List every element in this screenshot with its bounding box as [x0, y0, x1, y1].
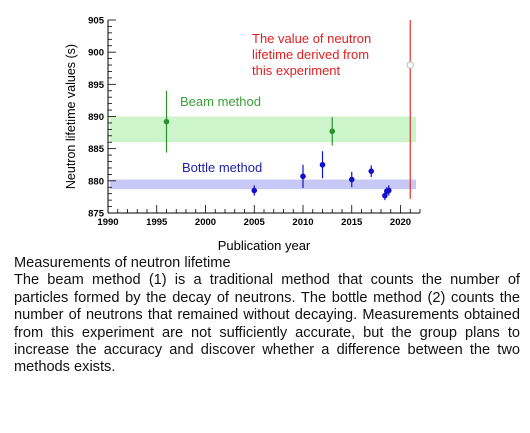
x-axis-label: Publication year [218, 238, 311, 253]
bottle-data-point [368, 168, 375, 174]
experiment-label-line: lifetime derived from [252, 47, 369, 62]
x-tick-label: 2020 [390, 217, 411, 228]
x-tick-label: 2010 [292, 217, 313, 228]
bottle-data-point [348, 176, 355, 183]
beam-method-label: Beam method [180, 94, 261, 109]
beam-data-point [163, 118, 170, 125]
y-tick-label: 905 [88, 16, 105, 27]
y-tick-label: 895 [88, 80, 105, 91]
bottle-method-band [110, 179, 416, 190]
experiment-label-line: The value of neutron [252, 31, 371, 46]
beam-data-point [329, 128, 336, 135]
bottle-data-point [251, 187, 258, 194]
neutron-lifetime-chart: 875 880 885 890 895 900 905 1990 1995 2000 2005 201… [64, 16, 421, 253]
bottle-data-point [300, 173, 306, 180]
y-tick-label: 885 [88, 144, 105, 155]
caption-title: Measurements of neutron lifetime [14, 255, 231, 271]
caption-body: The beam method (1) is a traditional met… [14, 272, 520, 376]
y-axis-label: Neutron lifetime values (s) [64, 44, 78, 189]
x-tick-label: 1995 [146, 217, 168, 228]
x-tick-label: 2005 [244, 217, 266, 228]
bottle-method-label: Bottle method [182, 160, 262, 175]
y-tick-label: 890 [88, 112, 104, 123]
y-tick-label: 880 [88, 176, 104, 187]
beam-method-band [110, 116, 416, 143]
figure-caption: Measurements of neutron lifetime The bea… [14, 255, 520, 377]
x-tick-label: 1990 [97, 217, 118, 228]
x-tick-label: 2015 [341, 217, 363, 228]
experiment-point [406, 61, 414, 69]
bottle-data-point [319, 161, 326, 168]
x-tick-label: 2000 [195, 217, 216, 228]
y-tick-label: 875 [88, 209, 105, 220]
bottle-data-point [386, 187, 392, 194]
y-tick-label: 900 [88, 48, 104, 59]
experiment-label-line: this experiment [252, 63, 341, 78]
